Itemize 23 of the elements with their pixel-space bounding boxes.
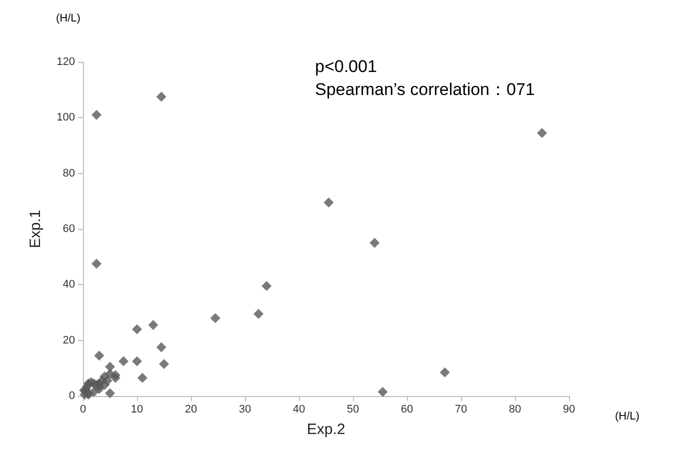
x-axis-title: Exp.2 <box>306 421 346 438</box>
x-tick-label: 70 <box>454 404 468 416</box>
y-tick-label: 120 <box>56 56 75 68</box>
text: (H/L) <box>56 12 80 24</box>
x-tick-label: 10 <box>130 404 144 416</box>
y-tick-label: 20 <box>62 334 75 346</box>
x-tick-label: 90 <box>562 404 576 416</box>
x-tick-label: 80 <box>508 404 522 416</box>
x-tick-label: 50 <box>346 404 360 416</box>
y-tick-label: 100 <box>56 112 75 124</box>
y-tick-label: 60 <box>62 223 75 235</box>
y-axis-title: Exp.1 <box>27 210 44 248</box>
annotation: Spearman’s correlation：071 <box>315 80 535 99</box>
y-tick-label: 80 <box>62 167 75 180</box>
x-tick-label: 30 <box>238 404 252 416</box>
text: (H/L) <box>615 410 640 422</box>
x-tick-label: 0 <box>80 404 86 416</box>
y-tick-label: 40 <box>62 278 75 291</box>
x-tick-label: 40 <box>292 404 306 416</box>
annotation: p<0.001 <box>315 57 377 76</box>
x-tick-label: 20 <box>184 404 198 416</box>
x-tick-label: 60 <box>400 404 414 416</box>
y-tick-label: 0 <box>68 390 75 402</box>
